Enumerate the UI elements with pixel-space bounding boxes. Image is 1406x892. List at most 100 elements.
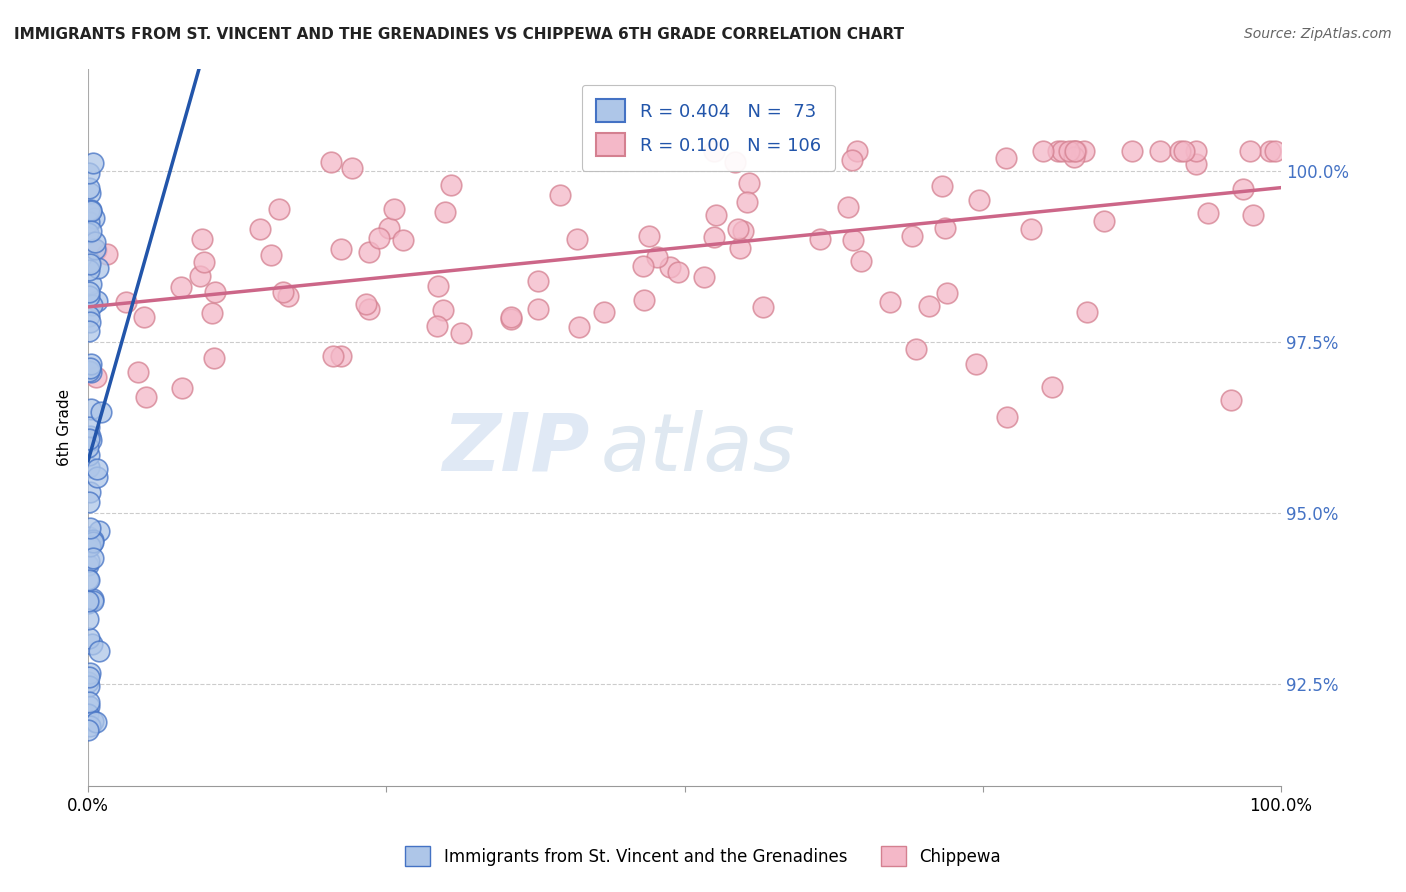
Point (79, 315, 101, 329)
Point (426, 318, 449, 333)
Point (879, 295, 901, 310)
Point (322, 349, 344, 363)
Point (79, 361, 101, 376)
Point (172, 381, 194, 395)
Point (733, 224, 755, 238)
Point (202, 351, 225, 365)
Point (1064, 144, 1087, 158)
Point (200, 305, 222, 319)
Point (79, 432, 101, 446)
Point (267, 202, 290, 216)
Point (901, 228, 924, 243)
Point (378, 220, 401, 235)
Point (132, 310, 155, 325)
Point (357, 302, 380, 317)
Point (450, 326, 472, 340)
Point (77, 699, 100, 714)
Point (77, 324, 100, 338)
Point (190, 231, 212, 245)
Point (1149, 144, 1171, 158)
Point (77, 530, 100, 544)
Point (82, 592, 104, 607)
Point (271, 285, 294, 299)
Point (77, 289, 100, 303)
Point (77, 554, 100, 568)
Point (1185, 144, 1208, 158)
Point (1121, 144, 1143, 158)
Point (77, 596, 100, 610)
Point (84, 714, 107, 729)
Point (188, 268, 211, 283)
Point (752, 300, 775, 314)
Point (77, 364, 100, 378)
Point (1173, 144, 1195, 158)
Point (426, 279, 449, 293)
Point (77, 675, 100, 690)
Point (80, 535, 103, 549)
Point (527, 275, 550, 289)
Point (260, 247, 283, 261)
Point (846, 144, 869, 158)
Point (80, 637, 103, 651)
Point (735, 194, 758, 209)
Point (548, 188, 571, 202)
Point (277, 289, 299, 303)
Point (77, 706, 100, 721)
Point (87, 524, 110, 538)
Point (841, 153, 863, 167)
Point (645, 250, 668, 264)
Point (637, 228, 659, 243)
Point (965, 357, 987, 371)
Point (77, 631, 100, 645)
Point (1032, 144, 1054, 158)
Point (170, 280, 193, 294)
Point (329, 349, 352, 363)
Point (724, 154, 747, 169)
Text: atlas: atlas (600, 409, 796, 488)
Point (77, 574, 100, 588)
Point (79, 186, 101, 201)
Point (995, 410, 1018, 425)
Point (77, 285, 100, 299)
Point (77, 679, 100, 693)
Point (432, 302, 454, 317)
Point (83, 211, 105, 226)
Point (440, 178, 463, 193)
Point (86, 470, 108, 484)
Point (83, 235, 105, 250)
Point (593, 305, 616, 319)
Point (77, 263, 100, 277)
Point (967, 193, 990, 207)
Point (1040, 380, 1063, 394)
Point (703, 144, 725, 158)
Point (1059, 144, 1081, 158)
Point (77, 440, 100, 454)
Point (80, 298, 103, 312)
Point (1062, 144, 1084, 158)
Point (79, 521, 101, 535)
Point (1063, 150, 1085, 164)
Point (82, 550, 104, 565)
Point (1168, 144, 1191, 158)
Point (727, 222, 749, 236)
Point (565, 232, 588, 246)
Point (77, 215, 100, 229)
Point (80, 277, 103, 291)
Point (77, 696, 100, 710)
Point (433, 204, 456, 219)
Point (84, 243, 107, 257)
Point (82, 156, 104, 170)
Point (568, 320, 591, 334)
Point (1019, 221, 1042, 235)
Point (1076, 305, 1098, 319)
Point (1050, 144, 1073, 158)
Point (80, 401, 103, 416)
Point (77, 420, 100, 434)
Point (1258, 144, 1281, 158)
Text: IMMIGRANTS FROM ST. VINCENT AND THE GRENADINES VS CHIPPEWA 6TH GRADE CORRELATION: IMMIGRANTS FROM ST. VINCENT AND THE GREN… (14, 27, 904, 42)
Point (633, 259, 655, 273)
Point (79, 257, 101, 271)
Point (79, 484, 101, 499)
Point (77, 181, 100, 195)
Point (842, 233, 865, 247)
